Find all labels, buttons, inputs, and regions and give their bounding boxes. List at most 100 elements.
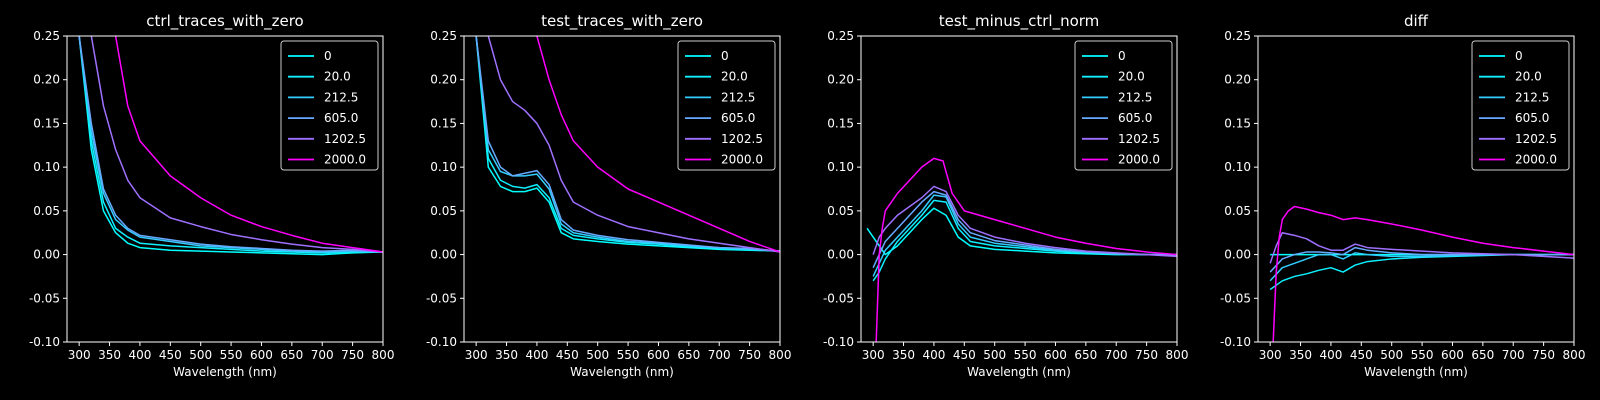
legend-label: 2000.0 [1118,153,1160,167]
series-line-0 [475,36,780,252]
y-tick-label: 0.10 [430,160,457,174]
x-axis-label: Wavelength (nm) [967,365,1071,379]
series-line-605-0 [78,36,383,253]
x-tick-label: 700 [1105,348,1128,362]
y-tick-label: 0.00 [430,248,457,262]
chart-panel-0: 300 350 400 450 500 550 600 650 700 750 800 -0.10 -0… [29,12,395,379]
series-line-2000-0 [875,157,1177,342]
legend-label: 1202.5 [1118,132,1160,146]
chart-panel-3: 300 350 400 450 500 550 600 650 700 750 800 -0.10 -0… [1220,12,1586,379]
x-axis-label: Wavelength (nm) [570,365,674,379]
x-tick-label: 550 [1014,348,1037,362]
y-tick-label: 0.25 [430,29,457,43]
series-line-20-0 [1269,253,1574,291]
series-line-605-0 [475,36,780,252]
series-line-212-5 [78,36,383,253]
series-line-1202-5 [90,36,383,253]
x-tick-label: 650 [1074,348,1097,362]
y-tick-label: 0.25 [33,29,60,43]
y-tick-label: 0.10 [1224,160,1251,174]
legend-box [1471,40,1570,171]
x-tick-label: 550 [220,348,243,362]
legend: 0 20.0 212.5 605.0 1202.5 2000.0 [1471,40,1570,171]
legend-label: 0 [1515,49,1523,63]
y-tick-label: 0.05 [827,204,854,218]
x-tick-label: 300 [68,348,91,362]
x-tick-label: 300 [862,348,885,362]
x-tick-label: 350 [98,348,121,362]
y-tick-label: -0.05 [823,291,854,305]
legend-label: 0 [1118,49,1126,63]
y-tick-label: -0.10 [823,335,854,349]
x-tick-label: 450 [1350,348,1373,362]
legend-label: 20.0 [1118,70,1145,84]
y-tick-label: -0.05 [1220,291,1251,305]
y-tick-label: 0.20 [430,73,457,87]
series-line-2000-0 [536,36,780,253]
x-axis-label: Wavelength (nm) [173,365,277,379]
series-line-0 [78,36,383,256]
x-tick-label: 550 [617,348,640,362]
legend-label: 212.5 [721,90,755,104]
y-tick-label: -0.05 [29,291,60,305]
legend-label: 212.5 [324,90,358,104]
chart-panel-2: 300 350 400 450 500 550 600 650 700 750 800 -0.10 -0… [823,12,1189,379]
series-line-2000-0 [1272,205,1574,342]
y-tick-label: 0.10 [827,160,854,174]
legend-label: 20.0 [324,70,351,84]
x-tick-label: 450 [953,348,976,362]
x-tick-label: 650 [1471,348,1494,362]
legend-label: 605.0 [1118,111,1152,125]
y-tick-label: -0.10 [426,335,457,349]
chart-panel-1: 300 350 400 450 500 550 600 650 700 750 800 -0.10 -0… [426,12,792,379]
series-line-1202-5 [487,36,780,253]
legend: 0 20.0 212.5 605.0 1202.5 2000.0 [280,40,379,171]
series-line-20-0 [78,36,383,254]
x-tick-label: 800 [1166,348,1189,362]
plot-frame [463,35,781,343]
x-tick-label: 450 [159,348,182,362]
series-line-1202-5 [1269,231,1574,264]
y-tick-label: 0.05 [33,204,60,218]
x-tick-label: 750 [1532,348,1555,362]
legend-label: 605.0 [721,111,755,125]
x-tick-label: 400 [128,348,151,362]
x-tick-label: 350 [892,348,915,362]
legend-label: 212.5 [1515,90,1549,104]
chart-title: test_traces_with_zero [541,12,703,31]
x-tick-label: 600 [647,348,670,362]
x-tick-label: 750 [738,348,761,362]
plot-frame [66,35,384,343]
y-tick-label: 0.25 [827,29,854,43]
plot-frame [860,35,1178,343]
series-line-0 [866,207,1177,256]
series-lines [475,36,780,253]
y-tick-label: 0.10 [33,160,60,174]
chart-title: ctrl_traces_with_zero [146,12,303,31]
x-axis-label: Wavelength (nm) [1364,365,1468,379]
x-tick-label: 500 [189,348,212,362]
legend-label: 1202.5 [324,132,366,146]
y-tick-label: 0.05 [1224,204,1251,218]
x-tick-label: 700 [1502,348,1525,362]
y-tick-label: 0.20 [33,73,60,87]
x-tick-label: 300 [465,348,488,362]
y-tick-label: 0.05 [430,204,457,218]
legend-label: 0 [324,49,332,63]
legend-label: 1202.5 [1515,132,1557,146]
legend-box [1074,40,1173,171]
x-tick-label: 800 [1563,348,1586,362]
legend-label: 212.5 [1118,90,1152,104]
series-line-20-0 [872,199,1177,282]
series-lines [78,36,383,256]
x-tick-label: 550 [1411,348,1434,362]
series-lines [866,157,1177,342]
series-lines [1269,205,1574,342]
chart-title: diff [1404,12,1429,30]
x-tick-label: 500 [983,348,1006,362]
y-tick-label: 0.15 [33,116,60,130]
y-tick-label: 0.00 [1224,248,1251,262]
x-tick-label: 400 [525,348,548,362]
x-tick-label: 600 [1441,348,1464,362]
